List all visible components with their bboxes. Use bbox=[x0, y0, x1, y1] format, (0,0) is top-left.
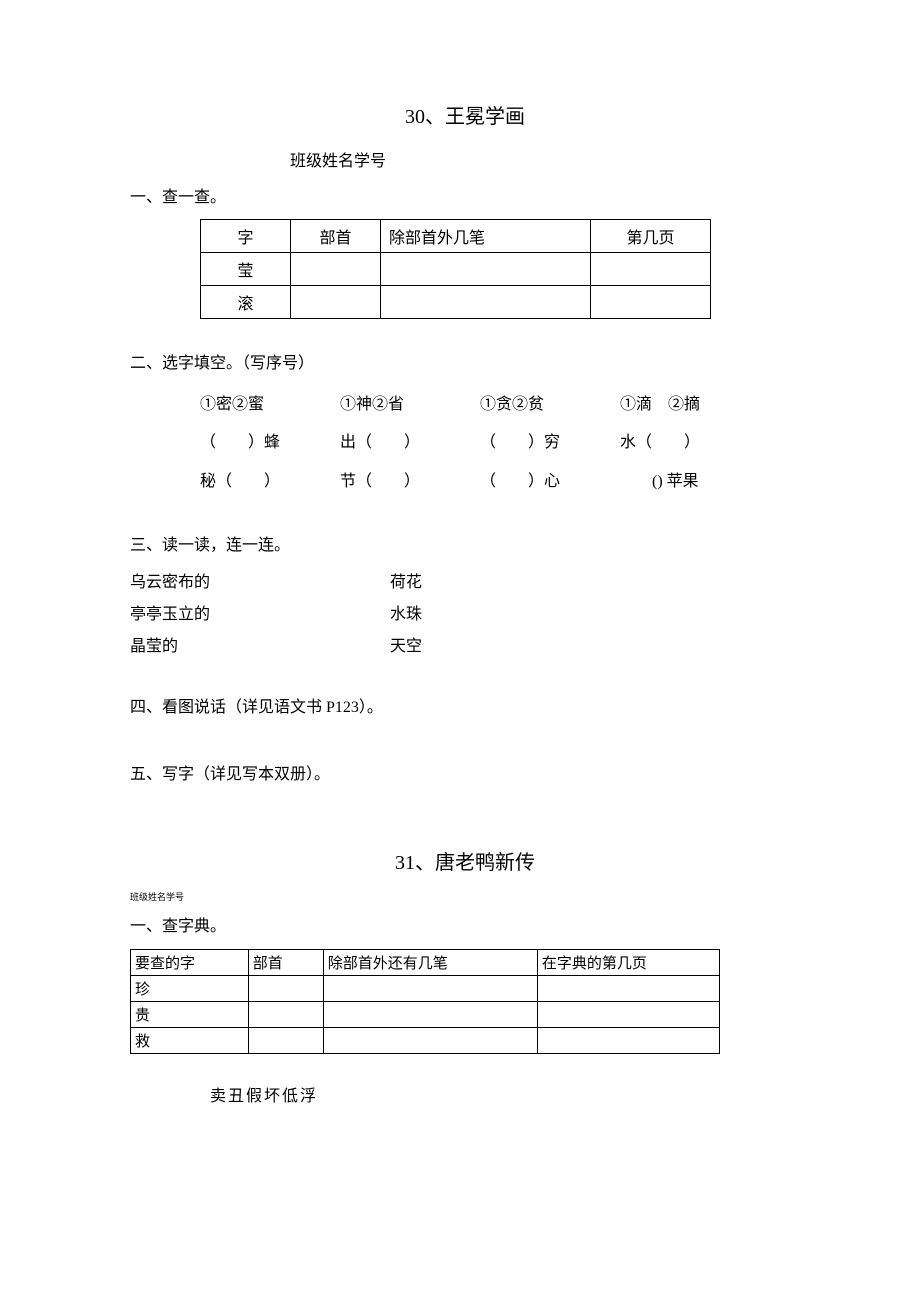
table-cell: 莹 bbox=[201, 253, 291, 286]
q5-head-30: 五、写字（详见写本双册）。 bbox=[130, 760, 800, 790]
table-cell-empty bbox=[537, 1001, 719, 1027]
table-cell-empty bbox=[381, 286, 591, 319]
table-cell-empty bbox=[591, 286, 711, 319]
fill-cell: （ ）蜂 bbox=[200, 424, 340, 462]
q1-head-31: 一、查字典。 bbox=[130, 912, 800, 942]
table-cell-empty bbox=[323, 1027, 537, 1053]
fill-cell: 秘（ ） bbox=[200, 463, 340, 501]
q2-grid-30: ①密②蜜①神②省①贪②贫①滴 ②摘 （ ）蜂出（ ）（ ）穷水（ ） 秘（ ）节（ … bbox=[200, 386, 800, 501]
table-header: 字 bbox=[201, 220, 291, 253]
table-cell-empty bbox=[591, 253, 711, 286]
match-right: 荷花 bbox=[390, 567, 422, 599]
lesson31-title: 31、唐老鸭新传 bbox=[130, 846, 800, 875]
table-header: 部首 bbox=[248, 949, 323, 975]
table-cell: 救 bbox=[131, 1027, 249, 1053]
bottom-chars: 卖丑假坏低浮 bbox=[210, 1082, 800, 1106]
match-left: 乌云密布的 bbox=[130, 567, 390, 599]
table-header: 除部首外还有几笔 bbox=[323, 949, 537, 975]
fill-cell: 节（ ） bbox=[340, 463, 480, 501]
table-header: 部首 bbox=[291, 220, 381, 253]
q1-table-30: 字部首除部首外几笔第几页莹滚 bbox=[200, 219, 711, 319]
q1-head-30: 一、查一查。 bbox=[130, 183, 800, 213]
lesson30-subtitle: 班级姓名学号 bbox=[130, 147, 800, 171]
fill-cell: ①滴 ②摘 bbox=[620, 386, 760, 424]
table-cell-empty bbox=[291, 286, 381, 319]
table-cell-empty bbox=[248, 1001, 323, 1027]
table-cell-empty bbox=[537, 1027, 719, 1053]
q4-head-30: 四、看图说话（详见语文书 P123）。 bbox=[130, 693, 800, 723]
match-left: 晶莹的 bbox=[130, 631, 390, 663]
q3-head-30: 三、读一读，连一连。 bbox=[130, 531, 800, 561]
fill-cell: 水（ ） bbox=[620, 424, 760, 462]
q1-table-31: 要查的字部首除部首外还有几笔在字典的第几页珍贵救 bbox=[130, 949, 720, 1054]
fill-cell: （ ）穷 bbox=[480, 424, 620, 462]
match-left: 亭亭玉立的 bbox=[130, 599, 390, 631]
fill-cell: （ ）心 bbox=[480, 463, 620, 501]
table-header: 在字典的第几页 bbox=[537, 949, 719, 975]
fill-cell: ①神②省 bbox=[340, 386, 480, 424]
lesson31-subtitle: 班级姓名学号 bbox=[130, 893, 800, 902]
q2-head-30: 二、选字填空。（写序号） bbox=[130, 349, 800, 379]
fill-cell: () 苹果 bbox=[620, 463, 760, 501]
table-header: 第几页 bbox=[591, 220, 711, 253]
table-cell: 贵 bbox=[131, 1001, 249, 1027]
lesson30-title: 30、王冕学画 bbox=[130, 100, 800, 129]
table-cell-empty bbox=[537, 975, 719, 1001]
fill-cell: 出（ ） bbox=[340, 424, 480, 462]
table-cell-empty bbox=[323, 975, 537, 1001]
match-right: 天空 bbox=[390, 631, 422, 663]
table-header: 除部首外几笔 bbox=[381, 220, 591, 253]
match-right: 水珠 bbox=[390, 599, 422, 631]
table-cell: 珍 bbox=[131, 975, 249, 1001]
table-cell-empty bbox=[248, 975, 323, 1001]
table-cell-empty bbox=[381, 253, 591, 286]
fill-cell: ①密②蜜 bbox=[200, 386, 340, 424]
q3-match-30: 乌云密布的荷花亭亭玉立的水珠晶莹的天空 bbox=[130, 567, 800, 663]
table-cell: 滚 bbox=[201, 286, 291, 319]
table-cell-empty bbox=[248, 1027, 323, 1053]
fill-cell: ①贪②贫 bbox=[480, 386, 620, 424]
table-cell-empty bbox=[291, 253, 381, 286]
table-cell-empty bbox=[323, 1001, 537, 1027]
table-header: 要查的字 bbox=[131, 949, 249, 975]
